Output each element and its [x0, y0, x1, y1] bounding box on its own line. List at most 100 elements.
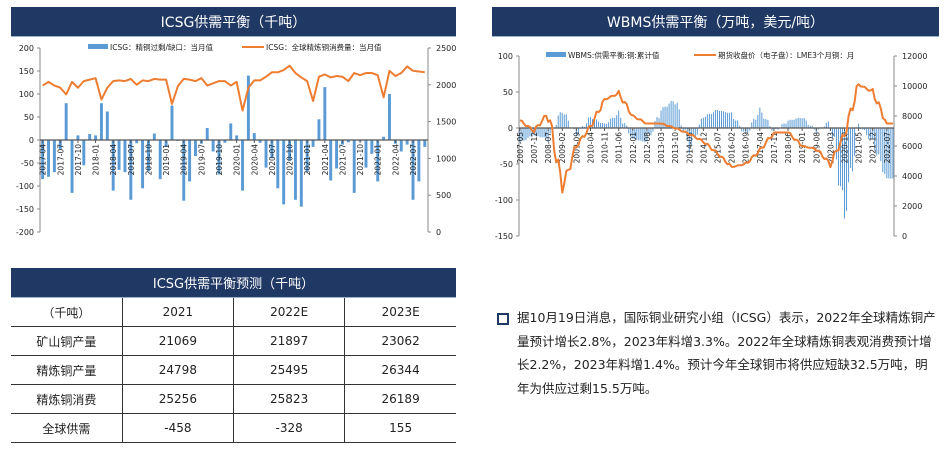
- svg-text:2014-12: 2014-12: [699, 132, 708, 164]
- cell-value: 25495: [232, 355, 346, 385]
- svg-text:0: 0: [508, 124, 513, 133]
- svg-text:2022-07: 2022-07: [883, 132, 892, 164]
- cell-value: -458: [121, 413, 235, 443]
- svg-text:2021-10: 2021-10: [356, 144, 365, 176]
- svg-text:500: 500: [436, 191, 451, 200]
- svg-text:2018-01: 2018-01: [92, 144, 101, 176]
- header-cell-2023e: 2023E: [344, 298, 456, 327]
- cell-value: -328: [232, 413, 346, 443]
- svg-text:0: 0: [29, 136, 34, 145]
- header-cell-unit: （千吨）: [11, 298, 123, 327]
- svg-text:2012-01: 2012-01: [629, 132, 638, 164]
- svg-text:2017-10: 2017-10: [74, 144, 83, 176]
- svg-text:2500: 2500: [436, 44, 456, 53]
- svg-text:2022-01: 2022-01: [374, 144, 383, 176]
- svg-text:2018-04: 2018-04: [109, 144, 118, 176]
- svg-text:期货收盘价（电子盘）：LME3个月铜：月: 期货收盘价（电子盘）：LME3个月铜：月: [718, 50, 854, 60]
- svg-text:2018-07: 2018-07: [127, 144, 136, 176]
- svg-text:2020-10: 2020-10: [286, 144, 295, 176]
- row-label: 矿山铜产量: [11, 326, 123, 356]
- svg-text:2013-03: 2013-03: [657, 132, 666, 164]
- svg-text:2019-10: 2019-10: [215, 144, 224, 176]
- svg-text:200: 200: [19, 44, 34, 53]
- svg-text:2019-08: 2019-08: [812, 132, 821, 164]
- svg-text:2019-04: 2019-04: [180, 144, 189, 176]
- svg-text:2021-05: 2021-05: [855, 132, 864, 164]
- table-row: 矿山铜产量 21069 21897 23062: [11, 326, 456, 356]
- header-cell-2021: 2021: [121, 298, 235, 327]
- svg-text:2019-07: 2019-07: [197, 144, 206, 176]
- table-row: 全球供需 -458 -328 155: [11, 413, 456, 443]
- cell-value: 23062: [344, 326, 456, 356]
- svg-text:12000: 12000: [902, 52, 927, 61]
- row-label: 全球供需: [11, 413, 123, 443]
- svg-text:10000: 10000: [902, 82, 927, 91]
- cell-value: 26344: [344, 355, 456, 385]
- svg-text:2013-10: 2013-10: [671, 132, 680, 164]
- svg-text:2020-03: 2020-03: [826, 132, 835, 164]
- cell-value: 25823: [232, 384, 346, 414]
- svg-text:2000: 2000: [436, 81, 456, 90]
- svg-text:2020-07: 2020-07: [268, 144, 277, 176]
- svg-text:2020-04: 2020-04: [250, 144, 259, 176]
- wbms-chart-title: WBMS供需平衡（万吨，美元/吨）: [492, 7, 939, 37]
- svg-text:WBMS:供需平衡:铜:累计值: WBMS:供需平衡:铜:累计值: [568, 50, 660, 60]
- cell-value: 21897: [232, 326, 346, 356]
- cell-value: 26189: [344, 384, 456, 414]
- svg-text:2000: 2000: [902, 202, 922, 211]
- svg-text:ICSG：全球精炼铜消费量：当月值: ICSG：全球精炼铜消费量：当月值: [266, 42, 382, 52]
- cell-value: 25256: [121, 384, 235, 414]
- svg-text:2009-02: 2009-02: [558, 132, 567, 164]
- svg-text:0: 0: [902, 232, 907, 241]
- svg-text:2021-01: 2021-01: [303, 144, 312, 176]
- wbms-balance-chart: 100 50 0 -50 -100 -150 12000 10000 8000 6000 4000 2…: [495, 50, 928, 241]
- svg-text:-100: -100: [16, 182, 34, 191]
- svg-text:2020-01: 2020-01: [233, 144, 242, 176]
- svg-text:2020-10: 2020-10: [841, 132, 850, 164]
- svg-text:0: 0: [436, 228, 441, 237]
- svg-text:2018-10: 2018-10: [144, 144, 153, 176]
- svg-text:-150: -150: [16, 205, 34, 214]
- table-row: 精炼铜产量 24798 25495 26344: [11, 355, 456, 385]
- svg-text:2011-06: 2011-06: [615, 132, 624, 164]
- table-header-row: （千吨） 2021 2022E 2023E: [11, 298, 456, 327]
- svg-text:100: 100: [19, 90, 34, 99]
- svg-text:2022-04: 2022-04: [391, 144, 400, 176]
- icsg-forecast-table: ICSG供需平衡预测（千吨） （千吨） 2021 2022E 2023E 矿山铜…: [11, 268, 456, 443]
- svg-text:-50: -50: [500, 160, 513, 169]
- svg-text:2007-12: 2007-12: [530, 132, 539, 164]
- svg-text:-100: -100: [495, 196, 513, 205]
- svg-text:2010-04: 2010-04: [586, 132, 595, 164]
- svg-text:2017-07: 2017-07: [56, 144, 65, 176]
- table-title: ICSG供需平衡预测（千吨）: [11, 268, 456, 298]
- svg-text:2016-02: 2016-02: [728, 132, 737, 164]
- header-cell-2022e: 2022E: [232, 298, 346, 327]
- cell-value: 24798: [121, 355, 235, 385]
- svg-text:100: 100: [498, 52, 513, 61]
- svg-text:2019-01: 2019-01: [162, 144, 171, 176]
- svg-text:-200: -200: [16, 228, 34, 237]
- svg-text:50: 50: [503, 88, 513, 97]
- svg-text:2021-04: 2021-04: [321, 144, 330, 176]
- row-label: 精炼铜消费: [11, 384, 123, 414]
- svg-text:2016-09: 2016-09: [742, 132, 751, 164]
- svg-text:2021-12: 2021-12: [869, 132, 878, 164]
- svg-text:2008-07: 2008-07: [544, 132, 553, 164]
- svg-text:6000: 6000: [902, 142, 922, 151]
- svg-text:4000: 4000: [902, 172, 922, 181]
- svg-text:50: 50: [24, 113, 34, 122]
- svg-text:2018-06: 2018-06: [784, 132, 793, 164]
- svg-text:-50: -50: [21, 159, 34, 168]
- square-bullet-icon: [497, 313, 509, 325]
- cell-value: 155: [344, 413, 456, 443]
- table-row: 精炼铜消费 25256 25823 26189: [11, 384, 456, 414]
- svg-text:ICSG：精铜过剩/缺口：当月值: ICSG：精铜过剩/缺口：当月值: [110, 42, 214, 52]
- wbms-chart-title-text: WBMS供需平衡（万吨，美元/吨）: [606, 14, 825, 31]
- icsg-chart-title-text: ICSG供需平衡（千吨）: [160, 14, 307, 31]
- svg-text:2017-11: 2017-11: [770, 132, 779, 164]
- svg-text:2007-05: 2007-05: [516, 132, 525, 164]
- svg-text:1000: 1000: [436, 154, 456, 163]
- svg-text:2015-07: 2015-07: [713, 132, 722, 164]
- commentary-text: 据10月19日消息，国际铜业研究小组（ICSG）表示，2022年全球精炼铜产量预…: [517, 310, 936, 396]
- svg-text:8000: 8000: [902, 112, 922, 121]
